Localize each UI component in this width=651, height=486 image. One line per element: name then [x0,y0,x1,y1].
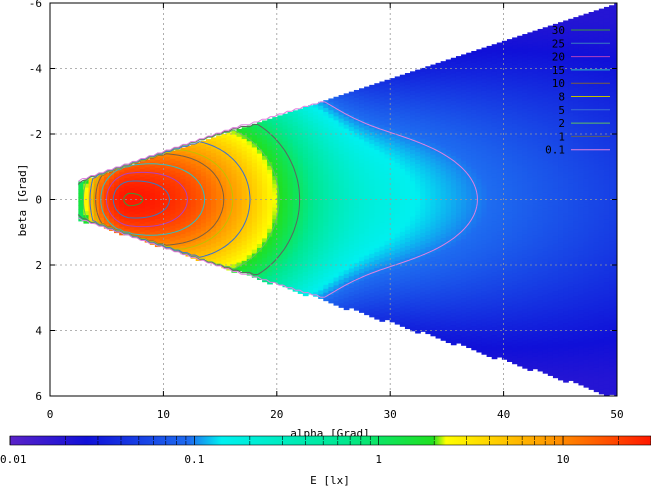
legend-label: 2 [558,117,565,130]
legend-label: 20 [552,51,565,64]
colorbar-tick-label: 1 [375,453,382,466]
legend-label: 10 [552,77,565,90]
y-tick-label: 4 [35,325,42,338]
colorbar-tick-label: 10 [556,453,569,466]
x-tick-label: 10 [157,408,170,421]
contour-line-15 [100,163,205,236]
colorbar-tick-label: 0.01 [0,453,27,466]
contour-line-0p1 [77,101,478,298]
legend-label: 15 [552,64,565,77]
legend-label: 1 [558,130,565,143]
y-tick-label: 6 [35,390,42,403]
contour-line-8 [93,149,234,250]
contour-line-25 [112,180,170,219]
colorbar-tick-label: 0.1 [184,453,204,466]
y-tick-label: -4 [29,63,43,76]
y-axis-label: beta [Grad] [16,164,29,237]
contour-lines [77,101,478,298]
grid-lines [50,3,617,396]
legend-label: 8 [558,91,565,104]
contour-line-30 [123,192,144,207]
y-tick-label: 2 [35,259,42,272]
x-axis-ticks: 0 10 20 30 40 50 [47,3,624,421]
legend-label: 25 [552,37,565,50]
y-tick-label: 0 [35,194,42,207]
x-tick-label: 50 [610,408,623,421]
y-tick-label: -2 [29,128,42,141]
x-tick-label: 40 [497,408,510,421]
x-tick-label: 20 [270,408,283,421]
contour-line-5 [89,141,251,258]
x-tick-label: 0 [47,408,54,421]
legend-label: 0.1 [545,144,565,157]
legend-label: 5 [558,104,565,117]
legend-label: 30 [552,24,565,37]
x-tick-label: 30 [384,408,397,421]
colorbar-label: E [lx] [310,474,350,486]
y-tick-label: -6 [29,0,42,10]
y-axis-ticks: -6 -4 -2 0 2 4 6 [29,0,617,403]
heatmap-field [78,3,617,396]
colorbar-ticks: 0.01 0.1 1 10 [0,436,651,466]
contour-line-20 [106,171,188,228]
